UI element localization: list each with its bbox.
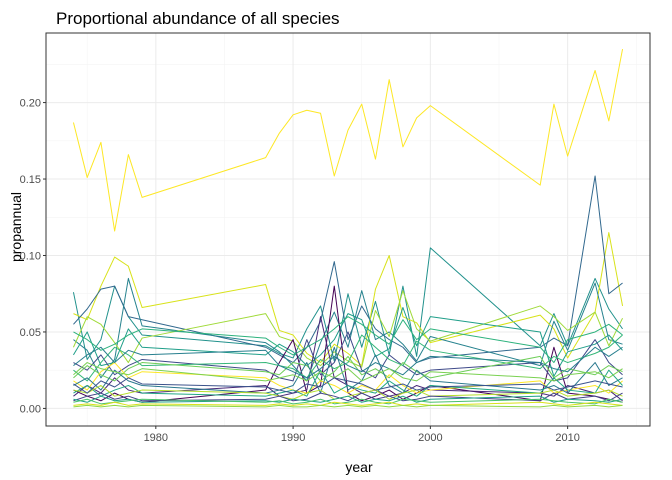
y-tick-label: 0.20 bbox=[20, 98, 41, 110]
series-line bbox=[73, 346, 623, 394]
series-line bbox=[73, 175, 623, 364]
series-layer bbox=[72, 48, 624, 408]
series-line bbox=[73, 392, 623, 402]
series-line bbox=[73, 401, 623, 406]
y-tick-label: 0.00 bbox=[20, 403, 41, 415]
series-line bbox=[73, 277, 623, 382]
series-line bbox=[73, 306, 623, 377]
series-line bbox=[73, 346, 623, 379]
panel-border bbox=[45, 32, 651, 427]
y-tick-label: 0.10 bbox=[20, 250, 41, 262]
x-tick-label: 1980 bbox=[144, 432, 168, 444]
series-line bbox=[72, 48, 624, 232]
series-line bbox=[72, 290, 623, 368]
x-axis-title: year bbox=[345, 459, 373, 475]
y-tick-label: 0.05 bbox=[20, 327, 41, 339]
series-line bbox=[73, 395, 623, 403]
x-tick-label: 2010 bbox=[555, 432, 579, 444]
x-tick-label: 2000 bbox=[418, 432, 442, 444]
series-line bbox=[73, 334, 623, 382]
series-line bbox=[73, 316, 623, 364]
series-line bbox=[73, 404, 623, 408]
series-line bbox=[73, 362, 623, 382]
x-axis: 1980 1990 2000 2010 bbox=[144, 426, 580, 444]
y-tick-label: 0.15 bbox=[20, 174, 41, 186]
y-axis: 0.00 0.05 0.10 0.15 0.20 bbox=[20, 98, 46, 415]
series-line bbox=[73, 398, 623, 405]
y-axis-title: propannual bbox=[8, 192, 24, 262]
chart-title: Proportional abundance of all species bbox=[56, 9, 340, 28]
series-line bbox=[73, 369, 623, 397]
x-tick-label: 1990 bbox=[281, 432, 305, 444]
series-line bbox=[73, 232, 624, 367]
series-line bbox=[73, 377, 623, 394]
